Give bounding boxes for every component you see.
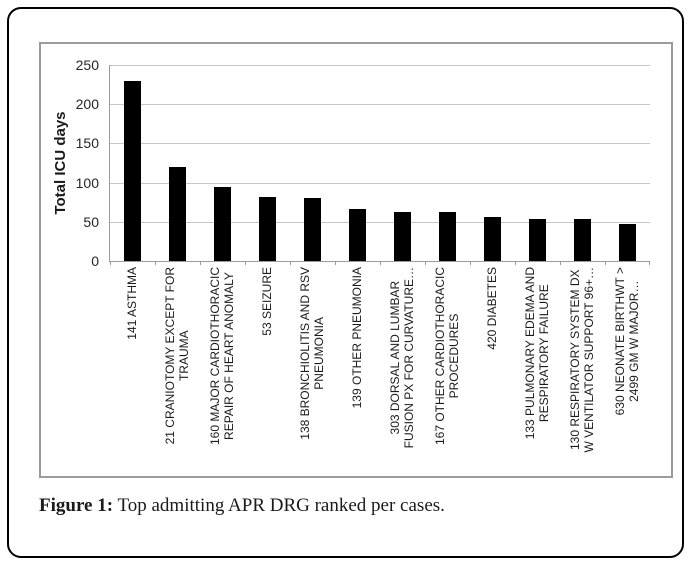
y-tick-label: 50: [83, 214, 99, 230]
bar: [439, 212, 456, 261]
bar: [349, 209, 366, 261]
y-tick-label: 250: [75, 57, 99, 73]
x-axis-label-text: 138 BRONCHIOLITIS AND RSV PNEUMONIA: [297, 267, 326, 440]
chart-canvas: Total ICU days 0 50 100 150 200 250 141 ASTHM…: [39, 42, 673, 478]
x-axis-label: 420 DIABETES: [469, 267, 514, 472]
bar: [484, 217, 501, 261]
x-axis-label-text: 130 RESPIRATORY SYSTEM DX W VENTILATOR S…: [567, 267, 596, 453]
x-axis-label-text: 630 NEONATE BIRTHWT > 2499 GM W MAJOR…: [612, 267, 641, 416]
y-tick-label: 100: [75, 175, 99, 191]
figure-frame: Total ICU days 0 50 100 150 200 250 141 ASTHM…: [7, 7, 684, 558]
x-axis-label-text: 303 DORSAL AND LUMBAR FUSION PX FOR CURV…: [387, 267, 416, 449]
bar: [574, 219, 591, 261]
x-axis-label: 21 CRANIOTOMY EXCEPT FOR TRAUMA: [154, 267, 199, 472]
x-axis-label: 130 RESPIRATORY SYSTEM DX W VENTILATOR S…: [559, 267, 604, 472]
bar: [214, 187, 231, 261]
gridline: [110, 222, 650, 223]
figure-caption-text: Top admitting APR DRG ranked per cases.: [113, 495, 445, 516]
x-axis-label: 303 DORSAL AND LUMBAR FUSION PX FOR CURV…: [379, 267, 424, 472]
y-tick-label: 200: [75, 96, 99, 112]
x-axis-label: 167 OTHER CARDIOTHORACIC PROCEDURES: [424, 267, 469, 472]
x-axis-label-text: 53 SEIZURE: [259, 267, 274, 336]
gridline: [110, 104, 650, 105]
x-axis-label: 141 ASTHMA: [109, 267, 154, 472]
x-tick: [290, 261, 291, 265]
x-axis-label-text: 133 PULMONARY EDEMA AND RESPIRATORY FAIL…: [522, 267, 551, 440]
x-axis-label: 53 SEIZURE: [244, 267, 289, 472]
x-axis-label: 133 PULMONARY EDEMA AND RESPIRATORY FAIL…: [514, 267, 559, 472]
gridline: [110, 143, 650, 144]
x-axis-label-text: 139 OTHER PNEUMONIA: [349, 267, 364, 409]
bar: [394, 212, 411, 261]
x-axis-labels: 141 ASTHMA 21 CRANIOTOMY EXCEPT FOR TRAUM…: [109, 261, 649, 472]
x-axis-label: 138 BRONCHIOLITIS AND RSV PNEUMONIA: [289, 267, 334, 472]
bar: [124, 81, 141, 261]
x-tick: [110, 261, 111, 265]
x-tick: [515, 261, 516, 265]
figure-caption: Figure 1: Top admitting APR DRG ranked p…: [39, 495, 669, 517]
x-axis-label: 160 MAJOR CARDIOTHORACIC REPAIR OF HEART…: [199, 267, 244, 472]
x-tick: [155, 261, 156, 265]
x-axis-label-text: 160 MAJOR CARDIOTHORACIC REPAIR OF HEART…: [207, 267, 236, 446]
plot-area: [109, 65, 650, 265]
x-tick: [649, 261, 650, 265]
bar: [169, 167, 186, 261]
x-tick: [200, 261, 201, 265]
x-tick: [380, 261, 381, 265]
gridline: [110, 65, 650, 66]
x-axis-label-text: 141 ASTHMA: [124, 267, 139, 340]
bar: [529, 219, 546, 261]
x-tick: [335, 261, 336, 265]
bar: [259, 197, 276, 261]
gridline: [110, 183, 650, 184]
y-tick-label: 150: [75, 135, 99, 151]
x-tick: [470, 261, 471, 265]
x-axis-label: 630 NEONATE BIRTHWT > 2499 GM W MAJOR…: [604, 267, 649, 472]
x-axis-label: 139 OTHER PNEUMONIA: [334, 267, 379, 472]
x-tick: [425, 261, 426, 265]
x-tick: [245, 261, 246, 265]
x-axis-label-text: 21 CRANIOTOMY EXCEPT FOR TRAUMA: [162, 267, 191, 445]
bar: [619, 224, 636, 261]
y-tick-label: 0: [91, 253, 99, 269]
figure-caption-label: Figure 1:: [39, 495, 114, 516]
x-axis-label-text: 420 DIABETES: [484, 267, 499, 350]
x-tick: [605, 261, 606, 265]
bar: [304, 198, 321, 261]
y-axis-ticks: 0 50 100 150 200 250: [41, 57, 99, 269]
x-tick: [560, 261, 561, 265]
x-axis-label-text: 167 OTHER CARDIOTHORACIC PROCEDURES: [432, 267, 461, 446]
